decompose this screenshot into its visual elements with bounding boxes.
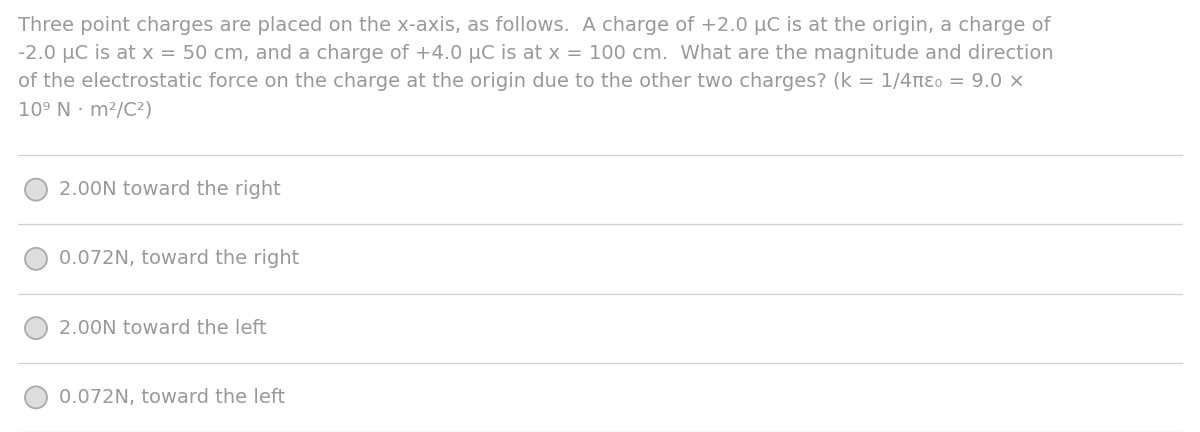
Text: of the electrostatic force on the charge at the origin due to the other two char: of the electrostatic force on the charge…: [18, 72, 1025, 91]
Text: 2.00N toward the right: 2.00N toward the right: [59, 180, 281, 199]
Text: -2.0 μC is at x = 50 cm, and a charge of +4.0 μC is at x = 100 cm.  What are the: -2.0 μC is at x = 50 cm, and a charge of…: [18, 44, 1054, 63]
Ellipse shape: [25, 386, 47, 408]
Ellipse shape: [25, 178, 47, 200]
Ellipse shape: [25, 248, 47, 270]
Text: 0.072N, toward the right: 0.072N, toward the right: [59, 249, 299, 268]
Text: 10⁹ N · m²/C²): 10⁹ N · m²/C²): [18, 100, 152, 119]
Text: 0.072N, toward the left: 0.072N, toward the left: [59, 388, 286, 407]
Ellipse shape: [25, 317, 47, 339]
Text: 2.00N toward the left: 2.00N toward the left: [59, 319, 266, 338]
Text: Three point charges are placed on the x-axis, as follows.  A charge of +2.0 μC i: Three point charges are placed on the x-…: [18, 16, 1051, 35]
